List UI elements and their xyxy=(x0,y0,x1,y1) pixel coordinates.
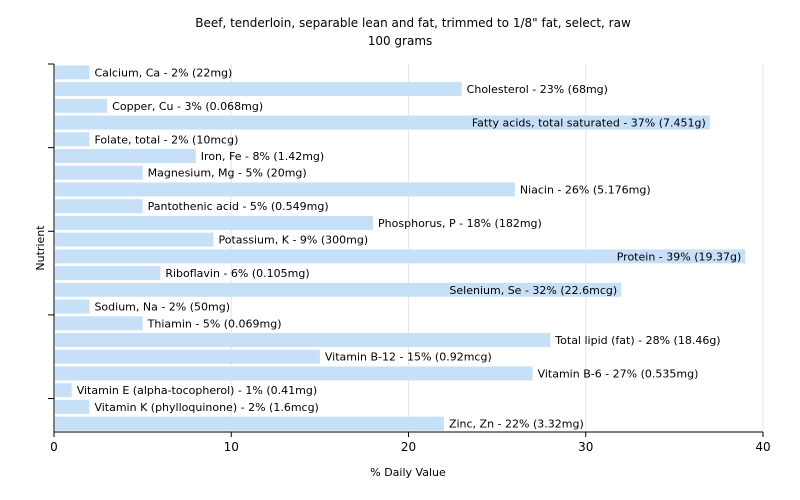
bar-label: Phosphorus, P - 18% (182mg) xyxy=(378,217,542,230)
y-axis-title: Nutrient xyxy=(34,225,47,271)
bar-label: Vitamin B-6 - 27% (0.535mg) xyxy=(538,367,699,380)
bar-label: Vitamin B-12 - 15% (0.92mcg) xyxy=(325,351,492,364)
bar-label: Magnesium, Mg - 5% (20mg) xyxy=(148,167,307,180)
bars-group: Calcium, Ca - 2% (22mg) Cholesterol - 23%… xyxy=(55,65,746,431)
bar xyxy=(55,349,320,364)
bar xyxy=(55,399,90,414)
bar xyxy=(55,115,710,130)
bar-label: Selenium, Se - 32% (22.6mcg) xyxy=(449,284,617,297)
bar-label: Pantothenic acid - 5% (0.549mg) xyxy=(148,200,329,213)
bar xyxy=(55,182,515,197)
bar xyxy=(55,383,72,398)
bar-label: Iron, Fe - 8% (1.42mg) xyxy=(201,150,324,163)
x-tick-label: 20 xyxy=(401,440,416,454)
bar-label: Potassium, K - 9% (300mg) xyxy=(219,234,369,247)
bar xyxy=(55,416,444,431)
bar xyxy=(55,98,108,113)
x-tick-label: 40 xyxy=(755,440,770,454)
bar xyxy=(55,266,161,281)
bar xyxy=(55,316,143,331)
bar-label: Riboflavin - 6% (0.105mg) xyxy=(165,267,309,280)
bar-label: Total lipid (fat) - 28% (18.46g) xyxy=(554,334,720,347)
bar-label: Zinc, Zn - 22% (3.32mg) xyxy=(449,418,584,431)
x-tick-label: 30 xyxy=(578,440,593,454)
bar xyxy=(55,232,214,247)
bar xyxy=(55,82,462,97)
bar xyxy=(55,333,551,347)
bar xyxy=(55,366,533,381)
bar-label: Cholesterol - 23% (68mg) xyxy=(467,83,608,96)
chart-subtitle: 100 grams xyxy=(368,34,433,48)
bar xyxy=(55,165,143,180)
bar xyxy=(55,65,90,80)
x-tick-label: 0 xyxy=(50,440,58,454)
bar xyxy=(55,299,90,314)
bar-label: Fatty acids, total saturated - 37% (7.45… xyxy=(472,117,706,130)
bar-label: Niacin - 26% (5.176mg) xyxy=(520,183,651,196)
bar xyxy=(55,199,143,214)
bar-label: Vitamin K (phylloquinone) - 2% (1.6mcg) xyxy=(94,401,318,414)
bar xyxy=(55,282,622,297)
bar-label: Protein - 39% (19.37g) xyxy=(617,250,742,263)
bar xyxy=(55,215,374,230)
bar xyxy=(55,149,196,163)
chart-title: Beef, tenderloin, separable lean and fat… xyxy=(195,16,631,30)
bar xyxy=(55,132,90,147)
axes-group: 0 10 20 30 40 xyxy=(48,63,771,454)
bar-label: Copper, Cu - 3% (0.068mg) xyxy=(112,100,263,113)
bar-label: Vitamin E (alpha-tocopherol) - 1% (0.41m… xyxy=(77,384,317,397)
bar-label: Folate, total - 2% (10mcg) xyxy=(94,133,238,146)
bar-label: Thiamin - 5% (0.069mg) xyxy=(147,317,282,330)
x-tick-label: 10 xyxy=(224,440,239,454)
bar-label: Sodium, Na - 2% (50mg) xyxy=(94,301,230,314)
bar xyxy=(55,249,746,264)
bar-label: Calcium, Ca - 2% (22mg) xyxy=(94,66,232,79)
x-axis-title: % Daily Value xyxy=(370,466,446,479)
